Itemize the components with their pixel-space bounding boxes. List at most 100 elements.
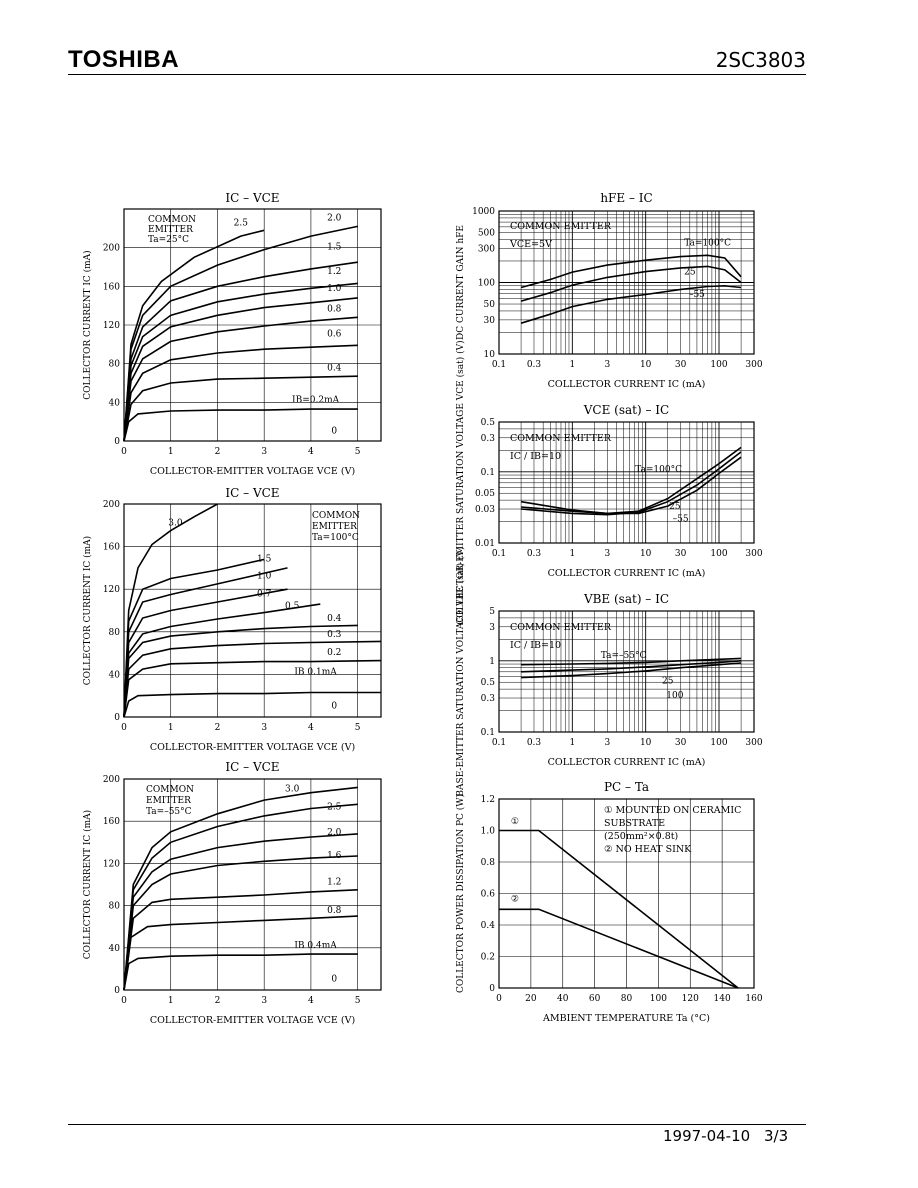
x-tick-label: 1 bbox=[168, 996, 174, 1006]
chart-title: hFE – IC bbox=[600, 191, 652, 205]
chart-annotation: COMMON bbox=[146, 785, 194, 795]
series-line-0 bbox=[521, 446, 742, 515]
y-tick-label: 0 bbox=[114, 713, 120, 723]
series-line-0 bbox=[123, 229, 265, 442]
y-tick-label: 0.5 bbox=[481, 418, 496, 428]
chart-annotation: EMITTER bbox=[312, 522, 357, 532]
plot-frame bbox=[498, 610, 755, 733]
series-line-0 bbox=[123, 503, 218, 718]
x-tick-label: 3 bbox=[604, 549, 610, 559]
y-axis-label: DC CURRENT GAIN hFE bbox=[456, 225, 466, 340]
plot-frame bbox=[123, 208, 382, 442]
x-tick-label: 10 bbox=[640, 549, 652, 559]
x-axis-label: COLLECTOR CURRENT IC (mA) bbox=[548, 568, 706, 579]
series-line-2 bbox=[521, 662, 742, 679]
series-label: Ta=–55°C bbox=[601, 651, 647, 661]
series-line-7 bbox=[123, 375, 358, 442]
y-tick-label: 0.3 bbox=[481, 434, 496, 444]
series-label: 1.6 bbox=[327, 851, 342, 861]
x-axis-label: COLLECTOR CURRENT IC (mA) bbox=[548, 757, 706, 768]
series-line-8 bbox=[123, 691, 381, 718]
y-tick-label: 200 bbox=[103, 500, 120, 510]
series-label: 25 bbox=[669, 502, 681, 512]
y-tick-label: 5 bbox=[489, 607, 495, 617]
gridlines bbox=[499, 611, 754, 732]
series-label: 2.5 bbox=[234, 218, 249, 228]
chart-title: VBE (sat) – IC bbox=[583, 592, 669, 606]
series-label: 25 bbox=[684, 267, 696, 277]
vbesat_ic-chart: 0.1 0.3 1 3 10 30 100 300 0.1 0.3 0.5 1 3 5 VBE (sat) … bbox=[455, 546, 763, 796]
series-label: 0.4 bbox=[327, 614, 342, 624]
series-label: 0.4 bbox=[327, 363, 342, 373]
x-tick-label: 300 bbox=[745, 360, 762, 370]
series-label: 1.5 bbox=[257, 555, 272, 565]
x-tick-label: 3 bbox=[604, 360, 610, 370]
chart-annotation: EMITTER bbox=[146, 796, 191, 806]
series-line-1 bbox=[123, 225, 358, 442]
series-label: Ta=100°C bbox=[635, 465, 682, 475]
series-line-4 bbox=[123, 297, 358, 442]
chart-annotation: COMMON EMITTER bbox=[510, 433, 612, 444]
chart-annotation: (250mm²×0.8t) bbox=[604, 831, 678, 842]
chart-title: IC – VCE bbox=[225, 486, 279, 500]
x-tick-label: 0.1 bbox=[492, 549, 506, 559]
series-label: 2.5 bbox=[327, 803, 342, 813]
x-tick-label: 0.1 bbox=[492, 360, 506, 370]
plot-frame bbox=[498, 210, 755, 355]
x-tick-label: 100 bbox=[710, 360, 727, 370]
series-line-3 bbox=[123, 855, 358, 991]
plot-frame bbox=[498, 798, 755, 989]
x-tick-label: 10 bbox=[640, 738, 652, 748]
y-tick-label: 160 bbox=[103, 817, 120, 827]
y-tick-label: 80 bbox=[109, 628, 121, 638]
y-tick-label: 500 bbox=[478, 229, 495, 239]
x-tick-label: 4 bbox=[308, 723, 314, 733]
company-logo: TOSHIBA bbox=[68, 46, 180, 73]
x-tick-label: 0 bbox=[121, 447, 127, 457]
y-tick-label: 80 bbox=[109, 902, 121, 912]
y-tick-label: 30 bbox=[484, 316, 496, 326]
ic_vce_25-chart: 0 1 2 3 4 5 0 40 80 120 160 200 IC – VCE COLLECTOR-EM… bbox=[82, 191, 382, 477]
x-tick-label: 30 bbox=[675, 360, 687, 370]
y-tick-label: 0.1 bbox=[481, 468, 495, 478]
y-axis-label: COLLECTOR CURRENT IC (mA) bbox=[82, 536, 93, 685]
gridlines bbox=[499, 422, 754, 543]
x-tick-label: 3 bbox=[604, 738, 610, 748]
chart-title: PC – Ta bbox=[604, 780, 649, 794]
y-tick-label: 50 bbox=[484, 300, 496, 310]
series-label: 0.5 bbox=[285, 601, 300, 611]
chart-annotation: Ta=–55°C bbox=[146, 807, 192, 817]
series-label: –55 bbox=[689, 290, 705, 300]
chart-annotation: IC / IB=10 bbox=[510, 451, 561, 462]
y-tick-label: 40 bbox=[109, 398, 121, 408]
x-axis-label: COLLECTOR CURRENT IC (mA) bbox=[548, 379, 706, 390]
y-tick-label: 0.8 bbox=[481, 858, 496, 868]
x-tick-label: 3 bbox=[261, 723, 267, 733]
series-line-6 bbox=[123, 640, 382, 718]
series-label: 2.0 bbox=[327, 828, 342, 838]
series-line-2 bbox=[520, 456, 742, 515]
ic_vce_m55-chart: 0 1 2 3 4 5 0 40 80 120 160 200 IC – VCE COLLECTOR-EM… bbox=[82, 760, 382, 1026]
series-line-5 bbox=[123, 316, 358, 442]
series-line-0 bbox=[521, 657, 742, 666]
y-axis-label: COLLECTOR POWER DISSIPATION PC (W) bbox=[455, 794, 466, 993]
header-rule bbox=[68, 74, 806, 75]
series-label: 0.6 bbox=[327, 330, 342, 340]
series-label: 0 bbox=[331, 426, 337, 436]
chart-annotation: COMMON bbox=[148, 215, 196, 225]
series-line-2 bbox=[123, 833, 358, 991]
x-tick-label: 1 bbox=[168, 447, 174, 457]
y-tick-label: 0.01 bbox=[475, 539, 495, 549]
series-label: 3.0 bbox=[285, 785, 300, 795]
y-tick-label: 0 bbox=[489, 984, 495, 994]
x-tick-label: 300 bbox=[745, 549, 762, 559]
series-line-8 bbox=[123, 408, 358, 442]
x-tick-label: 160 bbox=[745, 994, 762, 1004]
series-label: ① bbox=[511, 817, 519, 827]
series-label: 25 bbox=[662, 676, 674, 686]
series-line-4 bbox=[123, 603, 321, 718]
x-tick-label: 40 bbox=[557, 994, 569, 1004]
series-label: 1.2 bbox=[327, 878, 341, 888]
x-tick-label: 4 bbox=[308, 447, 314, 457]
x-axis-label: COLLECTOR-EMITTER VOLTAGE VCE (V) bbox=[150, 466, 355, 477]
